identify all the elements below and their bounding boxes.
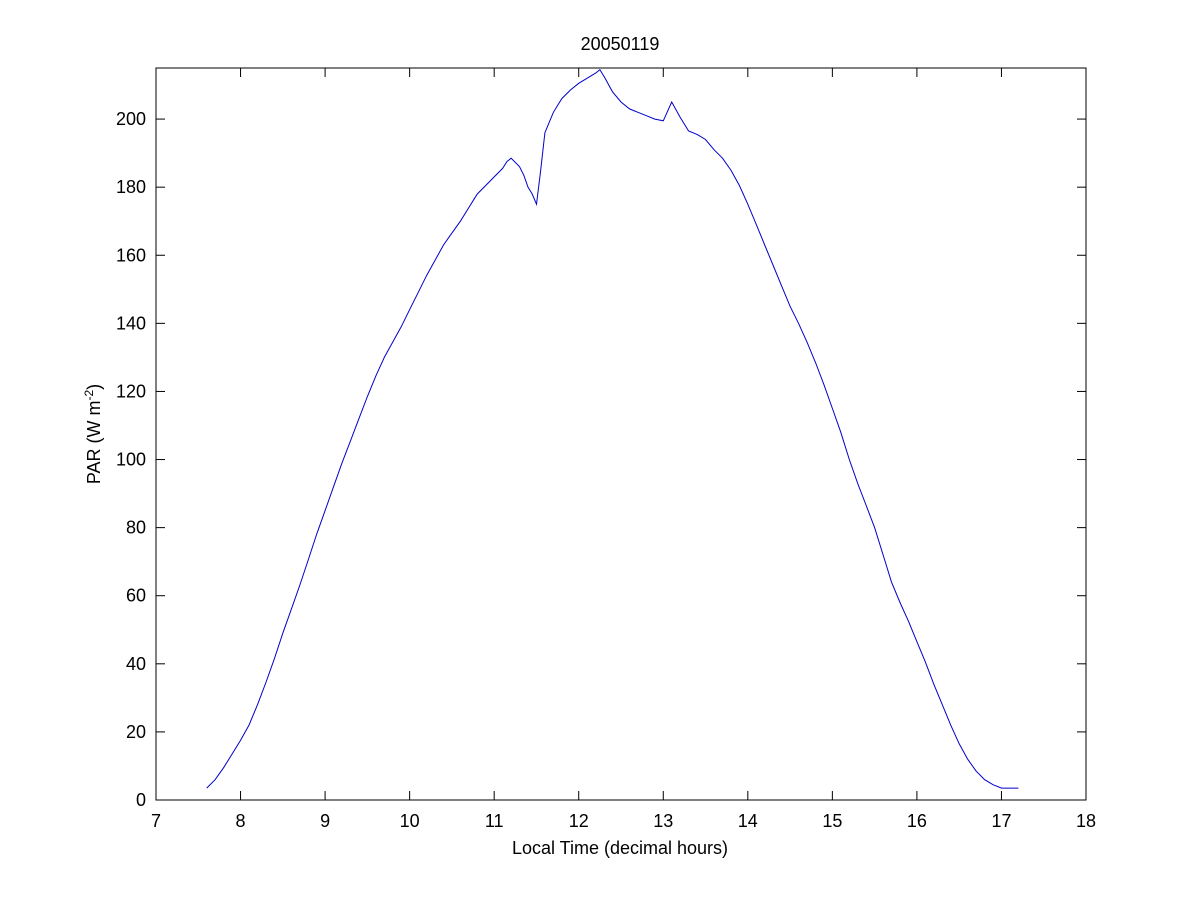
y-axis-label-main: PAR (W m xyxy=(84,401,104,485)
y-axis-label-close: ) xyxy=(84,384,104,390)
y-tick-labels: 0 20 40 60 80 100 120 140 160 180 200 xyxy=(116,109,146,810)
x-tick-label: 9 xyxy=(320,811,330,831)
x-tick-label: 17 xyxy=(991,811,1011,831)
y-tick-label: 0 xyxy=(136,790,146,810)
y-tick-label: 100 xyxy=(116,450,146,470)
x-tick-label: 11 xyxy=(485,811,504,831)
y-tick-label: 140 xyxy=(116,313,146,333)
chart-title: 20050119 xyxy=(581,34,660,54)
x-tick-label: 10 xyxy=(400,811,420,831)
x-tick-label: 8 xyxy=(236,811,246,831)
x-tick-label: 12 xyxy=(569,811,589,831)
y-tick-label: 80 xyxy=(126,518,146,538)
x-tick-label: 15 xyxy=(822,811,842,831)
y-tick-label: 160 xyxy=(116,245,146,265)
x-axis-label: Local Time (decimal hours) xyxy=(512,838,728,858)
y-tick-label: 60 xyxy=(126,586,146,606)
y-tick-label: 180 xyxy=(116,177,146,197)
x-tick-label: 16 xyxy=(907,811,927,831)
x-tick-label: 18 xyxy=(1076,811,1096,831)
y-tick-label: 120 xyxy=(116,381,146,401)
x-tick-label: 7 xyxy=(151,811,161,831)
y-axis-label: PAR (W m-2) xyxy=(82,384,104,484)
y-axis-label-superscript: -2 xyxy=(82,390,96,401)
axis-ticks xyxy=(155,68,1087,801)
par-series-line xyxy=(206,68,1019,789)
x-tick-label: 13 xyxy=(653,811,673,831)
y-tick-label: 200 xyxy=(116,109,146,129)
x-tick-label: 14 xyxy=(738,811,758,831)
y-tick-label: 20 xyxy=(126,722,146,742)
x-tick-labels: 7 8 9 10 11 12 13 14 15 16 17 18 xyxy=(151,811,1096,831)
y-tick-label: 40 xyxy=(126,654,146,674)
plot-area xyxy=(155,67,1087,801)
